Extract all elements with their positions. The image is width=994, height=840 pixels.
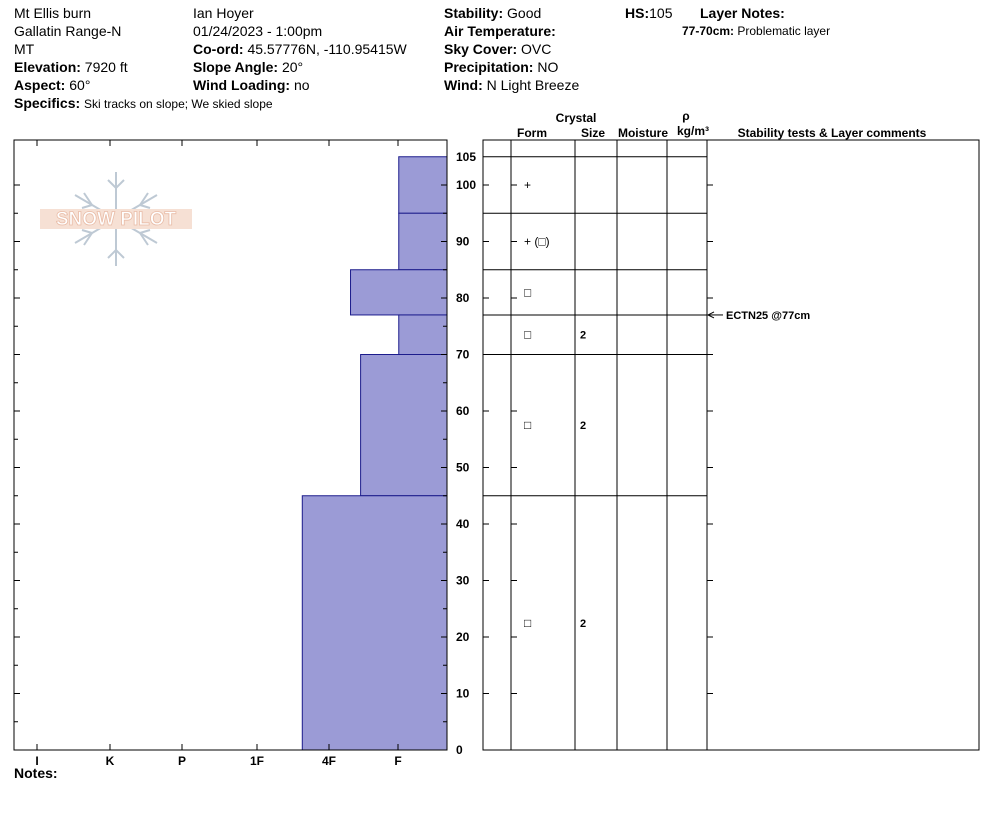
wind-loading-label: Wind Loading:	[193, 77, 291, 93]
hardness-label: 1F	[250, 754, 264, 768]
hardness-bar	[301, 495, 448, 751]
hardness-bar	[350, 269, 448, 316]
hs-value: 105	[649, 5, 673, 21]
notes-label: Notes:	[14, 765, 58, 781]
hs-label: HS:	[625, 5, 650, 21]
layer-note: 77-70cm: Problematic layer	[682, 22, 830, 40]
hardness-label: I	[35, 754, 38, 768]
hardness-bar	[398, 212, 448, 271]
sky-value: OVC	[521, 41, 552, 57]
sky-field: Sky Cover: OVC	[444, 40, 551, 58]
crystal-form: □	[524, 418, 531, 432]
depth-tick-label: 10	[456, 687, 470, 701]
hardness-bar	[360, 354, 448, 497]
aspect-value: 60°	[69, 77, 91, 93]
hardness-bar	[398, 314, 448, 356]
stability-value: Good	[507, 5, 542, 21]
stability-field: Stability: Good	[444, 4, 541, 22]
layer-notes-label: Layer Notes:	[700, 5, 785, 21]
depth-tick-label: 105	[456, 150, 476, 164]
crystal-form: □	[524, 328, 531, 342]
precip-value: NO	[537, 59, 559, 75]
observer-name: Ian Hoyer	[193, 5, 254, 21]
elevation-field: Elevation: 7920 ft	[14, 58, 128, 76]
depth-tick-label: 80	[456, 291, 470, 305]
crystal-header: Crystal	[556, 111, 597, 125]
wind-label: Wind:	[444, 77, 483, 93]
air-temp-field: Air Temperature:	[444, 22, 556, 40]
air-temp-label: Air Temperature:	[444, 23, 556, 39]
hardness-label: F	[394, 754, 401, 768]
depth-tick-label: 50	[456, 461, 470, 475]
watermark-text: SNOW PILOT	[56, 209, 177, 230]
coord-value: 45.57776N, -110.95415W	[247, 41, 407, 57]
depth-tick-label: 0	[456, 743, 463, 757]
depth-tick-label: 90	[456, 235, 470, 249]
depth-tick-label: 100	[456, 178, 476, 192]
layer-note-range: 77-70cm:	[682, 24, 735, 38]
layer-table-frame	[482, 139, 980, 751]
coord-field: Co-ord: 45.57776N, -110.95415W	[193, 40, 407, 58]
hardness-label: K	[106, 754, 115, 768]
elevation-value: 7920 ft	[84, 59, 128, 75]
slope-field: Slope Angle: 20°	[193, 58, 303, 76]
depth-tick-label: 20	[456, 630, 470, 644]
stability-test-arrowhead	[706, 311, 715, 319]
slope-label: Slope Angle:	[193, 59, 279, 75]
crystal-size: 2	[580, 420, 586, 432]
crystal-form: + (□)	[524, 235, 550, 249]
observation-datetime: 01/24/2023 - 1:00pm	[193, 23, 323, 39]
coord-label: Co-ord:	[193, 41, 244, 57]
depth-tick-label: 70	[456, 348, 470, 362]
crystal-form: □	[524, 285, 531, 299]
wind-loading-value: no	[293, 77, 310, 93]
precip-label: Precipitation:	[444, 59, 534, 75]
form-header: Form	[517, 126, 547, 140]
slope-value: 20°	[281, 59, 304, 75]
depth-tick-label: 60	[456, 404, 470, 418]
aspect-label: Aspect:	[14, 77, 66, 93]
hardness-bar	[398, 156, 448, 214]
specifics-field: Specifics: Ski tracks on slope; We skied…	[14, 94, 273, 113]
hs-field: HS:105	[625, 4, 672, 22]
wind-loading-field: Wind Loading: no	[193, 76, 310, 94]
rho-header: ρ	[682, 109, 689, 123]
stability-label: Stability:	[444, 5, 504, 21]
sky-label: Sky Cover:	[444, 41, 518, 57]
state-name: MT	[14, 41, 35, 57]
elevation-label: Elevation:	[14, 59, 81, 75]
specifics-value: Ski tracks on slope; We skied slope	[84, 97, 273, 111]
moisture-header: Moisture	[618, 126, 668, 140]
precip-field: Precipitation: NO	[444, 58, 558, 76]
location-name: Mt Ellis burn	[14, 5, 92, 21]
aspect-field: Aspect: 60°	[14, 76, 90, 94]
crystal-form: +	[524, 178, 531, 192]
wind-value: N Light Breeze	[486, 77, 580, 93]
depth-tick-label: 30	[456, 574, 470, 588]
crystal-form: □	[524, 616, 531, 630]
hardness-label: 4F	[322, 754, 336, 768]
hardness-label: P	[178, 754, 186, 768]
snowpilot-watermark: SNOW PILOT	[40, 172, 192, 266]
hardness-plot-frame	[13, 139, 448, 751]
layer-note-text: Problematic layer	[737, 24, 831, 38]
density-unit-header: kg/m³	[677, 124, 709, 138]
wind-field: Wind: N Light Breeze	[444, 76, 579, 94]
size-header: Size	[581, 126, 605, 140]
stability-comments-header: Stability tests & Layer comments	[738, 126, 927, 140]
stability-test-label: ECTN25 @77cm	[726, 310, 810, 322]
crystal-size: 2	[580, 618, 586, 630]
crystal-size: 2	[580, 330, 586, 342]
depth-tick-label: 40	[456, 517, 470, 531]
range-name: Gallatin Range-N	[14, 23, 122, 39]
specifics-label: Specifics:	[14, 95, 81, 111]
